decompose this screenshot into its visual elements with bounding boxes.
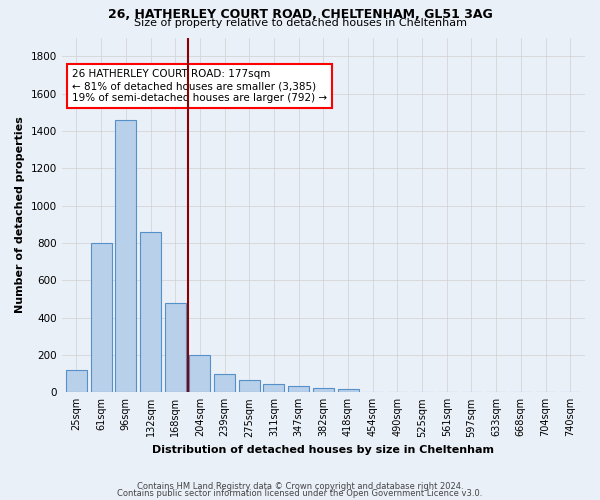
Bar (239, 380, 260, 392)
X-axis label: Distribution of detached houses by size in Cheltenham: Distribution of detached houses by size … (152, 445, 494, 455)
Text: Contains public sector information licensed under the Open Government Licence v3: Contains public sector information licen… (118, 489, 482, 498)
Text: Contains HM Land Registry data © Crown copyright and database right 2024.: Contains HM Land Registry data © Crown c… (137, 482, 463, 491)
Y-axis label: Number of detached properties: Number of detached properties (15, 116, 25, 314)
Text: 26 HATHERLEY COURT ROAD: 177sqm
← 81% of detached houses are smaller (3,385)
19%: 26 HATHERLEY COURT ROAD: 177sqm ← 81% of… (72, 70, 327, 102)
Bar (214, 374, 235, 392)
Bar (288, 386, 309, 392)
Bar (91, 243, 112, 392)
Bar (190, 355, 211, 393)
Bar (115, 120, 136, 392)
Bar (66, 370, 87, 392)
Bar (165, 302, 186, 392)
Bar (140, 232, 161, 392)
Text: 26, HATHERLEY COURT ROAD, CHELTENHAM, GL51 3AG: 26, HATHERLEY COURT ROAD, CHELTENHAM, GL… (107, 8, 493, 20)
Bar (263, 384, 284, 392)
Text: Size of property relative to detached houses in Cheltenham: Size of property relative to detached ho… (133, 18, 467, 28)
Bar (338, 388, 359, 392)
Bar (313, 388, 334, 392)
